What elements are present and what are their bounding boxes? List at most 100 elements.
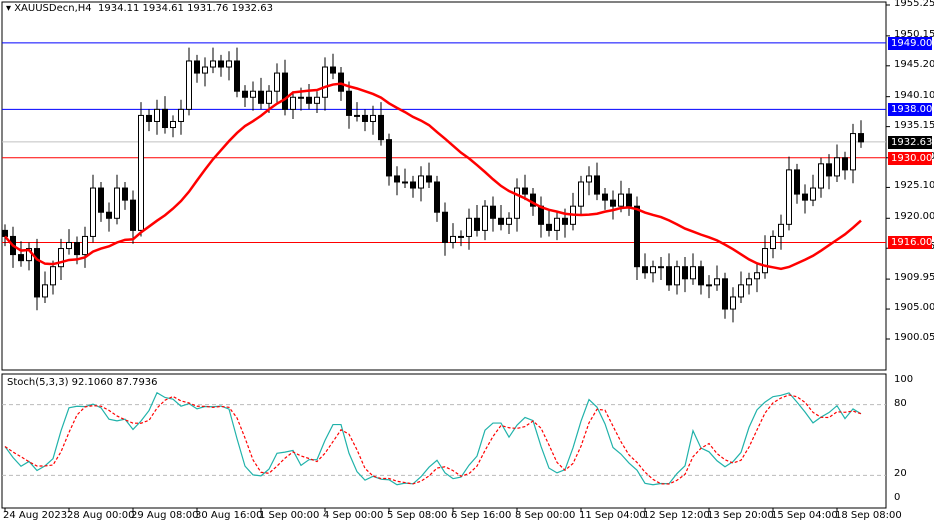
price-axis-label: 1950.15 [894, 28, 934, 40]
candle-body [122, 187, 128, 201]
candle-body [218, 60, 224, 68]
candle-body [162, 108, 168, 129]
candle-body [722, 278, 728, 310]
candle-body [362, 114, 368, 122]
candle-body [858, 133, 864, 143]
time-axis-label: 5 Sep 08:00 [387, 510, 448, 521]
candle-body [746, 278, 752, 286]
candle-body [338, 72, 344, 92]
time-axis-label: 28 Aug 00:00 [67, 510, 135, 521]
candle-body [658, 266, 664, 269]
candle-body [850, 133, 856, 171]
level-price-tag: 1930.00 [888, 151, 932, 165]
candle-body [106, 211, 112, 219]
candle-body [74, 241, 80, 256]
stoch-axis-label: 20 [894, 468, 907, 480]
candle-body [242, 90, 248, 98]
time-axis-label: 29 Aug 08:00 [131, 510, 199, 521]
candle-body [314, 96, 320, 104]
time-axis-label: 1 Sep 00:00 [259, 510, 320, 521]
candle-body [34, 248, 40, 298]
candle-body [146, 114, 152, 122]
candle-body [786, 169, 792, 225]
candle-body [346, 90, 352, 116]
candle-body [482, 205, 488, 231]
candle-body [290, 96, 296, 110]
candle-body [418, 175, 424, 189]
candle-body [234, 60, 240, 92]
candle-body [626, 193, 632, 207]
ohlc-readout: 1934.11 1934.61 1931.76 1932.63 [98, 3, 273, 14]
candle-body [578, 181, 584, 207]
time-axis-label: 11 Sep 04:00 [579, 510, 646, 521]
stoch-axis-label: 80 [894, 397, 907, 409]
candle-body [730, 296, 736, 310]
candle-body [42, 284, 48, 298]
candle-body [618, 193, 624, 207]
time-axis-label: 12 Sep 12:00 [643, 510, 710, 521]
candle-body [386, 139, 392, 177]
candle-body [2, 229, 8, 237]
time-axis-label: 30 Aug 16:00 [195, 510, 263, 521]
candle-body [434, 181, 440, 213]
candle-body [266, 90, 272, 104]
stoch-axis-label: 0 [894, 492, 901, 503]
candle-body [186, 60, 192, 110]
candle-body [258, 90, 264, 104]
price-axis-label: 1909.95 [894, 272, 934, 284]
candle-body [466, 217, 472, 237]
price-axis-label: 1920.00 [894, 211, 934, 223]
candle-body [674, 266, 680, 286]
candle-body [450, 235, 456, 243]
candle-body [426, 175, 432, 183]
time-axis-label: 24 Aug 2023 [3, 510, 68, 521]
stoch-axis-label: 100 [894, 374, 914, 385]
candle-body [18, 254, 24, 262]
time-axis-label: 15 Sep 04:00 [771, 510, 838, 521]
candle-body [410, 181, 416, 189]
price-axis-label: 1905.00 [894, 302, 934, 314]
price-axis-label: 1940.10 [894, 89, 934, 101]
candle-body [210, 60, 216, 68]
stoch-main-line [4, 391, 862, 486]
candle-body [66, 241, 72, 250]
candle-body [98, 187, 104, 213]
level-price-tag: 1938.00 [888, 103, 932, 117]
candle-body [522, 187, 528, 195]
candle-body [514, 187, 520, 219]
candle-body [458, 235, 464, 238]
candle-body [50, 266, 56, 286]
candle-body [770, 235, 776, 250]
candle-body [562, 217, 568, 225]
candle-body [274, 72, 280, 92]
time-axis-label: 13 Sep 20:00 [707, 510, 774, 521]
candle-body [802, 193, 808, 201]
candle-body [322, 66, 328, 98]
current-price-tag: 1932.63 [888, 135, 932, 149]
time-axis-label: 18 Sep 08:00 [835, 510, 902, 521]
candle-body [690, 266, 696, 280]
candle-body [586, 175, 592, 183]
candle-body [154, 108, 160, 122]
candle-body [706, 284, 712, 287]
price-axis-label: 1900.05 [894, 332, 934, 343]
candle-body [834, 157, 840, 177]
stochastic-frame [1, 373, 887, 509]
candle-body [754, 272, 760, 280]
candle-body [370, 114, 376, 122]
candle-body [90, 187, 96, 237]
candle-body [402, 181, 408, 184]
symbol-timeframe: XAUUSDecn,H4 [14, 3, 92, 14]
candle-body [194, 60, 200, 74]
candle-body [778, 223, 784, 237]
candle-body [610, 199, 616, 207]
price-axis-label: 1935.15 [894, 119, 934, 131]
candle-body [474, 217, 480, 231]
candle-body [826, 163, 832, 177]
candle-body [330, 66, 336, 74]
candle-body [250, 90, 256, 98]
price-axis-label: 1945.20 [894, 58, 934, 70]
candle-body [282, 72, 288, 110]
stoch-signal-line [4, 394, 862, 485]
